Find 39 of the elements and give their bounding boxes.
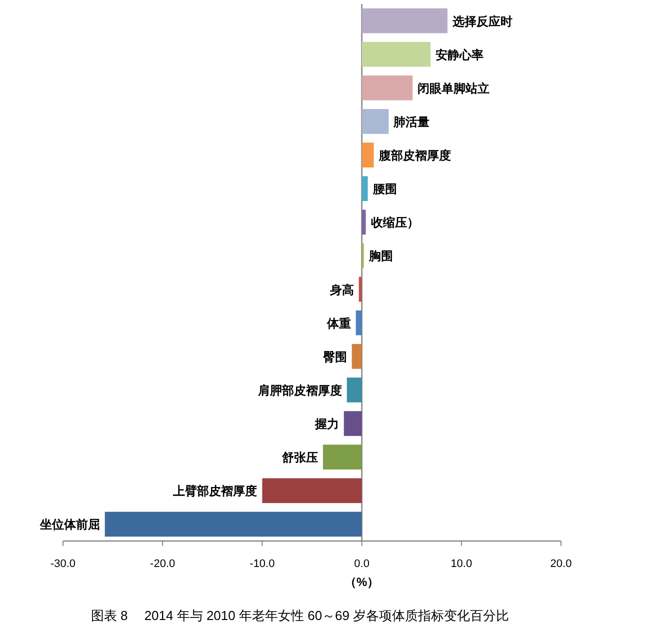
x-tick-label: -20.0	[150, 558, 176, 570]
text: 图表 8 2014 年与 2010 年老年女性 60～69 岁各项体质指标变化百分比	[90, 608, 510, 623]
y-tick-label: 收缩压）	[370, 216, 419, 230]
y-tick-label: 选择反应时	[451, 14, 512, 28]
bar	[344, 411, 362, 436]
x-tick-label: 10.0	[450, 558, 472, 570]
bar	[358, 276, 362, 302]
bar	[362, 42, 431, 67]
x-tick-label: 20.0	[550, 558, 572, 570]
bar	[362, 8, 448, 34]
bar	[362, 109, 389, 134]
bar	[356, 310, 362, 336]
bar	[362, 176, 368, 202]
y-tick-label: 臀围	[322, 350, 347, 364]
x-axis-title: （%）	[344, 575, 380, 589]
y-tick-label: 上臂部皮褶厚度	[172, 484, 258, 498]
y-tick-label: 肺活量	[392, 114, 430, 129]
bar	[262, 478, 362, 504]
y-tick-label: 体重	[326, 316, 351, 330]
bar	[362, 210, 366, 235]
y-tick-label: 身高	[328, 282, 354, 297]
bar	[104, 512, 362, 537]
bar	[346, 378, 362, 402]
y-tick-label: 坐位体前屈	[38, 518, 100, 532]
bar	[352, 344, 362, 369]
bar	[362, 75, 413, 100]
x-tick-label: -10.0	[250, 558, 275, 570]
y-tick-label: 腰围	[372, 182, 397, 196]
bar	[322, 444, 362, 470]
y-tick-label: 握力	[314, 417, 339, 432]
y-tick-label: 腹部皮褶厚度	[378, 148, 451, 163]
y-tick-label: 舒张压	[280, 450, 318, 465]
x-tick-label: 0.0	[354, 558, 370, 570]
y-tick-label: 闭眼单脚站立	[418, 81, 490, 96]
x-tick-label: -30.0	[50, 558, 76, 570]
y-tick-label: 安静心率	[436, 48, 484, 62]
y-tick-label: 肩胛部皮褶厚度	[256, 383, 342, 398]
bar	[362, 142, 374, 168]
y-tick-label: 胸围	[368, 249, 393, 264]
